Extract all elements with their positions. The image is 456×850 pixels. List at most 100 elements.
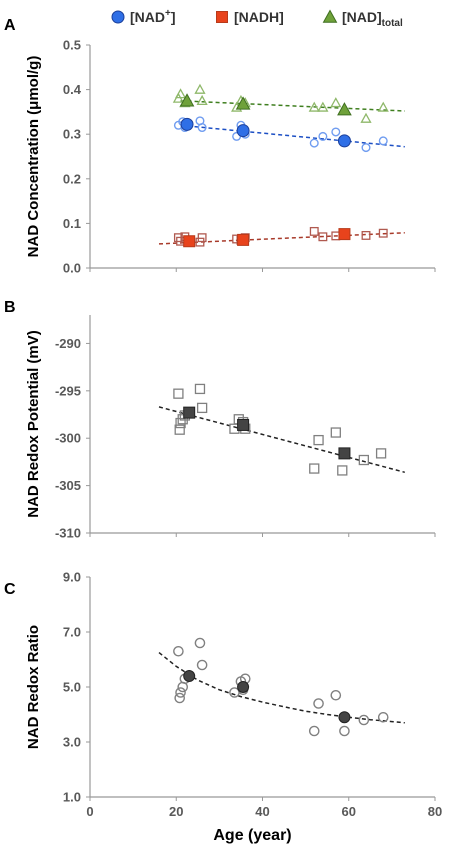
y-tick-label: 9.0	[63, 570, 81, 585]
legend-label-main: [NAD	[130, 9, 165, 25]
data-point	[197, 123, 207, 133]
series-nadh	[158, 226, 405, 248]
data-point	[313, 698, 324, 709]
data-point	[173, 388, 184, 399]
panel-letter: C	[4, 581, 16, 598]
y-tick-label: 0.5	[63, 38, 81, 53]
panel-letter: B	[4, 299, 16, 316]
data-point	[309, 463, 320, 474]
legend-label: [NAD+]	[130, 8, 176, 25]
legend-label: [NADH]	[234, 9, 284, 25]
mean-point	[337, 102, 352, 116]
data-point	[330, 97, 342, 108]
x-tick-label: 20	[169, 804, 183, 819]
chart-panel-c: C 1.0 3.0 5.0 7.0 9.0 0 20 40 60 80 NAD Redox Ratio…	[4, 570, 442, 845]
data-point	[196, 94, 208, 105]
legend-marker	[216, 11, 228, 23]
data-point	[308, 101, 320, 112]
series-redox_potential	[158, 383, 405, 476]
y-axis-label: NAD Concentration (μmol/g)	[25, 56, 42, 258]
trend-line	[158, 232, 405, 245]
mean-point	[338, 228, 351, 241]
data-point	[173, 645, 184, 657]
trend-line	[158, 406, 405, 474]
series-nad_total	[172, 83, 405, 123]
y-tick-label: 0.2	[63, 171, 81, 186]
mean-point	[183, 406, 196, 419]
mean-point	[338, 447, 351, 460]
mean-point	[237, 681, 250, 693]
data-point	[318, 131, 328, 141]
y-tick-label: -290	[55, 336, 81, 351]
data-point	[197, 233, 207, 243]
mean-point	[237, 418, 250, 431]
y-tick-label: 1.0	[63, 790, 81, 805]
y-tick-label: 5.0	[63, 680, 81, 695]
y-tick-label: 7.0	[63, 625, 81, 640]
data-point	[174, 424, 185, 435]
legend-label-close: ]	[171, 9, 176, 25]
legend-label: [NAD]total	[342, 9, 403, 29]
data-point	[196, 402, 208, 414]
data-point	[175, 687, 186, 698]
mean-point	[236, 124, 250, 138]
data-point	[331, 127, 341, 137]
trend-line	[180, 100, 405, 112]
x-tick-label: 0	[86, 804, 93, 819]
series-nad_plus	[173, 116, 405, 153]
data-point	[375, 448, 387, 459]
mean-point	[337, 134, 351, 148]
data-point	[318, 232, 328, 242]
mean-point	[179, 93, 195, 107]
x-axis-label: Age (year)	[213, 827, 291, 844]
data-point	[360, 112, 372, 123]
legend-label-sub: total	[382, 18, 403, 29]
chart-legend: [NAD+] [NADH] [NAD]total	[111, 8, 403, 29]
data-point	[361, 143, 371, 153]
mean-point	[180, 117, 194, 131]
y-tick-label: 0.0	[63, 261, 81, 276]
legend-label-main: [NAD]	[342, 9, 382, 25]
mean-point	[338, 711, 351, 724]
chart-panel-b: B -290 -295 -300 -305 -310 NAD Redox Potential…	[4, 299, 436, 541]
y-tick-label: 3.0	[63, 735, 81, 750]
y-tick-label: 0.1	[63, 216, 81, 231]
series-redox_ratio	[158, 637, 405, 737]
mean-point	[183, 235, 196, 248]
x-tick-label: 40	[255, 804, 269, 819]
legend-marker	[322, 9, 338, 23]
x-tick-label: 60	[342, 804, 356, 819]
data-point	[339, 725, 350, 737]
y-axis-label: NAD Redox Potential (mV)	[25, 330, 42, 518]
data-point	[361, 230, 371, 240]
data-point	[194, 637, 206, 649]
data-point	[194, 383, 206, 395]
data-point	[174, 88, 187, 99]
trend-line	[180, 124, 405, 148]
data-point	[378, 136, 388, 146]
y-tick-label: -310	[55, 526, 81, 541]
trend-line	[158, 652, 405, 724]
mean-point	[183, 670, 196, 682]
y-tick-label: 0.3	[63, 127, 81, 142]
y-tick-label: -305	[55, 478, 81, 493]
y-tick-label: -300	[55, 431, 81, 446]
x-tick-label: 80	[428, 804, 442, 819]
data-point	[309, 226, 319, 236]
data-point	[195, 237, 205, 247]
data-point	[330, 427, 341, 438]
mean-point	[235, 96, 251, 110]
data-point	[313, 434, 324, 446]
data-point	[358, 714, 370, 726]
data-point	[317, 101, 329, 112]
data-point	[330, 689, 342, 701]
data-point	[308, 725, 320, 737]
data-point	[377, 101, 389, 112]
chart-panel-a: A 0.0 0.1 0.2 0.3 0.4 0.5 NAD Concentration (μm…	[4, 8, 436, 276]
data-point	[358, 454, 369, 466]
data-point	[194, 83, 206, 94]
legend-label-sup: +	[165, 8, 171, 19]
y-axis-label: NAD Redox Ratio	[25, 625, 42, 749]
data-point	[309, 138, 319, 148]
